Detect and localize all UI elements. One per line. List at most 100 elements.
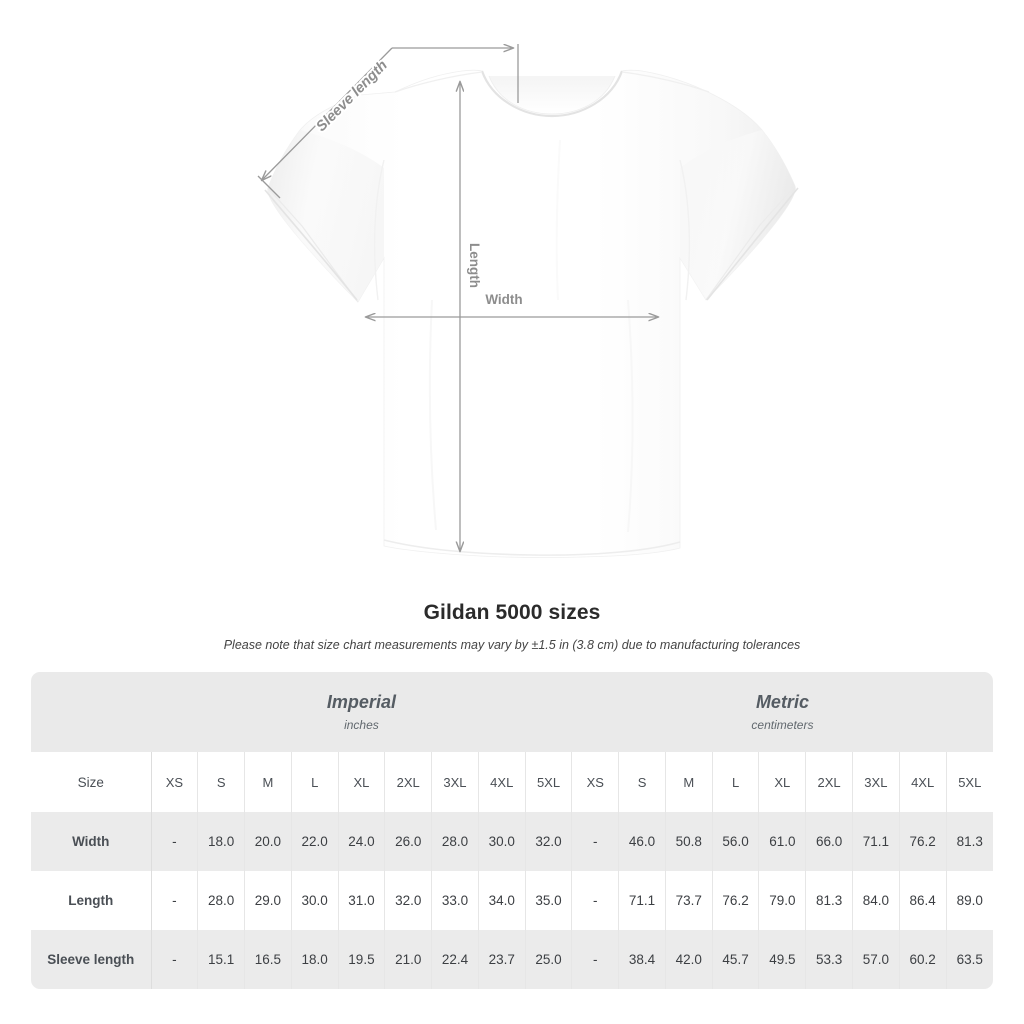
cell-width-metric-l: 56.0 (712, 812, 760, 871)
cell-width-imperial-s: 18.0 (197, 812, 246, 871)
unit-group-metric-sub: centimeters (751, 718, 814, 732)
size-col-metric-5xl: 5XL (946, 752, 993, 812)
cell-sleeve-imperial-3xl: 22.4 (431, 930, 479, 989)
neckline (480, 70, 624, 118)
cell-sleeve-imperial-xl: 19.5 (338, 930, 386, 989)
size-col-metric-4xl: 4XL (899, 752, 947, 812)
cell-sleeve-imperial-m: 16.5 (244, 930, 292, 989)
unit-group-imperial-name: Imperial (326, 692, 396, 712)
cell-length-metric-l: 76.2 (712, 871, 760, 930)
sleeve-length-measure (257, 44, 519, 199)
size-table-wrap: Imperial inches Metric centimeters Size … (31, 672, 993, 989)
unit-group-imperial: Imperial inches (151, 672, 572, 752)
table-row-width: Width - 18.0 20.0 22.0 24.0 26.0 28.0 30… (31, 812, 993, 871)
length-label: Length (467, 243, 482, 288)
cell-width-imperial-2xl: 26.0 (384, 812, 433, 871)
size-col-imperial-m: M (244, 752, 292, 812)
cell-length-imperial-5xl: 35.0 (525, 871, 573, 930)
width-label: Width (485, 292, 522, 307)
cell-length-metric-xl: 79.0 (758, 871, 807, 930)
row-label-sleeve-length: Sleeve length (31, 930, 152, 989)
cell-sleeve-metric-3xl: 57.0 (852, 930, 900, 989)
right-sleeve (680, 130, 796, 300)
size-col-imperial-s: S (197, 752, 246, 812)
cell-sleeve-imperial-xs: - (151, 930, 199, 989)
cell-width-imperial-4xl: 30.0 (478, 812, 526, 871)
cell-width-metric-4xl: 76.2 (899, 812, 947, 871)
heading-block: Gildan 5000 sizes Please note that size … (0, 600, 1024, 653)
size-table: Imperial inches Metric centimeters Size … (31, 672, 993, 989)
size-col-metric-xs: XS (571, 752, 620, 812)
unit-header-spacer (31, 672, 151, 752)
table-row-sleeve-length: Sleeve length - 15.1 16.5 18.0 19.5 21.0… (31, 930, 993, 989)
cell-length-imperial-xl: 31.0 (338, 871, 386, 930)
cell-width-metric-5xl: 81.3 (946, 812, 993, 871)
size-col-imperial-3xl: 3XL (431, 752, 479, 812)
cell-width-imperial-l: 22.0 (291, 812, 339, 871)
cell-sleeve-metric-l: 45.7 (712, 930, 760, 989)
cell-width-imperial-3xl: 28.0 (431, 812, 479, 871)
size-col-imperial-xl: XL (338, 752, 386, 812)
cell-width-metric-xs: - (571, 812, 620, 871)
size-col-metric-l: L (712, 752, 760, 812)
page-title: Gildan 5000 sizes (423, 601, 601, 624)
cell-width-metric-m: 50.8 (665, 812, 713, 871)
cell-sleeve-imperial-2xl: 21.0 (384, 930, 433, 989)
cell-length-imperial-m: 29.0 (244, 871, 292, 930)
cell-sleeve-metric-m: 42.0 (665, 930, 713, 989)
size-col-metric-s: S (618, 752, 666, 812)
cell-length-imperial-s: 28.0 (197, 871, 246, 930)
sleeve-hem-tick (257, 175, 281, 199)
tshirt-diagram: Sleeve length Length Width (257, 0, 799, 558)
cell-length-metric-5xl: 89.0 (946, 871, 993, 930)
cell-width-imperial-xs: - (151, 812, 199, 871)
size-col-metric-xl: XL (758, 752, 807, 812)
cell-sleeve-imperial-s: 15.1 (197, 930, 246, 989)
tshirt-illustration (264, 69, 799, 558)
row-label-width: Width (31, 812, 152, 871)
cell-length-metric-3xl: 84.0 (852, 871, 900, 930)
cell-length-metric-4xl: 86.4 (899, 871, 947, 930)
cell-sleeve-metric-xl: 49.5 (758, 930, 807, 989)
cell-width-metric-2xl: 66.0 (805, 812, 853, 871)
size-col-imperial-xs: XS (151, 752, 199, 812)
cell-sleeve-imperial-l: 18.0 (291, 930, 339, 989)
cell-sleeve-imperial-5xl: 25.0 (525, 930, 573, 989)
size-col-imperial-5xl: 5XL (525, 752, 573, 812)
table-row-length: Length - 28.0 29.0 30.0 31.0 32.0 33.0 3… (31, 871, 993, 930)
bottom-hem (383, 539, 681, 556)
size-col-imperial-l: L (291, 752, 339, 812)
cell-width-metric-xl: 61.0 (758, 812, 807, 871)
cell-sleeve-metric-4xl: 60.2 (899, 930, 947, 989)
size-col-metric-2xl: 2XL (805, 752, 853, 812)
cell-length-metric-s: 71.1 (618, 871, 666, 930)
cell-sleeve-metric-5xl: 63.5 (946, 930, 993, 989)
cell-length-imperial-2xl: 32.0 (384, 871, 433, 930)
sleeve-diagonal-segment (262, 47, 393, 180)
cell-width-metric-s: 46.0 (618, 812, 666, 871)
cell-sleeve-metric-xs: - (571, 930, 620, 989)
unit-group-metric: Metric centimeters (571, 672, 993, 752)
cell-length-imperial-4xl: 34.0 (478, 871, 526, 930)
size-header-row: Size XS S M L XL 2XL 3XL 4XL 5XL XS S M … (31, 752, 993, 812)
unit-header-row: Imperial inches Metric centimeters (31, 672, 993, 752)
cell-length-metric-2xl: 81.3 (805, 871, 853, 930)
shirt-silhouette (267, 69, 796, 558)
cell-length-metric-m: 73.7 (665, 871, 713, 930)
size-col-imperial-4xl: 4XL (478, 752, 526, 812)
cell-length-imperial-xs: - (151, 871, 199, 930)
size-col-metric-3xl: 3XL (852, 752, 900, 812)
cell-length-imperial-3xl: 33.0 (431, 871, 479, 930)
cell-sleeve-metric-s: 38.4 (618, 930, 666, 989)
left-sleeve (267, 130, 384, 302)
size-header-label: Size (31, 752, 152, 812)
row-label-length: Length (31, 871, 152, 930)
cell-width-imperial-xl: 24.0 (338, 812, 386, 871)
size-col-imperial-2xl: 2XL (384, 752, 433, 812)
size-col-metric-m: M (665, 752, 713, 812)
cell-width-imperial-5xl: 32.0 (525, 812, 573, 871)
cell-sleeve-metric-2xl: 53.3 (805, 930, 853, 989)
page-subtitle: Please note that size chart measurements… (223, 638, 801, 652)
cell-width-imperial-m: 20.0 (244, 812, 292, 871)
